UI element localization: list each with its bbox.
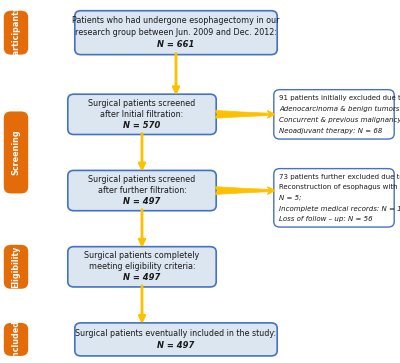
Text: 91 patients initially excluded due to:: 91 patients initially excluded due to:: [279, 95, 400, 101]
FancyBboxPatch shape: [75, 11, 277, 54]
Text: Surgical patients screened: Surgical patients screened: [88, 99, 196, 108]
Text: Screening: Screening: [12, 130, 20, 175]
Text: Patients who had undergone esophagectomy in our: Patients who had undergone esophagectomy…: [72, 16, 280, 25]
FancyBboxPatch shape: [274, 90, 394, 139]
Text: after Initial filtration:: after Initial filtration:: [100, 110, 184, 119]
Text: N = 497: N = 497: [123, 197, 161, 206]
Text: Participants: Participants: [12, 5, 20, 60]
Text: Loss of follow – up: N = 56: Loss of follow – up: N = 56: [279, 216, 373, 222]
Text: Concurrent & previous malignancy: N = 6;: Concurrent & previous malignancy: N = 6;: [279, 117, 400, 123]
Text: N = 497: N = 497: [157, 341, 195, 350]
Text: N = 570: N = 570: [123, 121, 161, 130]
Text: Reconstruction of esophagus with colon:: Reconstruction of esophagus with colon:: [279, 184, 400, 190]
Text: N = 661: N = 661: [157, 40, 195, 49]
FancyBboxPatch shape: [75, 323, 277, 356]
Text: N = 497: N = 497: [123, 273, 161, 282]
FancyBboxPatch shape: [4, 323, 28, 356]
FancyBboxPatch shape: [68, 94, 216, 134]
Text: Included: Included: [12, 320, 20, 359]
Text: Neoadjuvant therapy: N = 68: Neoadjuvant therapy: N = 68: [279, 128, 382, 134]
FancyBboxPatch shape: [4, 245, 28, 289]
FancyBboxPatch shape: [4, 11, 28, 54]
Text: 73 patients further excluded due to:: 73 patients further excluded due to:: [279, 174, 400, 180]
FancyBboxPatch shape: [4, 111, 28, 193]
FancyBboxPatch shape: [68, 247, 216, 287]
FancyBboxPatch shape: [68, 171, 216, 211]
Text: after further filtration:: after further filtration:: [98, 186, 186, 195]
Text: Surgical patients eventually included in the study:: Surgical patients eventually included in…: [76, 329, 276, 338]
Text: Incomplete medical records: N = 12;: Incomplete medical records: N = 12;: [279, 205, 400, 212]
Text: research group between Jun. 2009 and Dec. 2012:: research group between Jun. 2009 and Dec…: [75, 28, 277, 37]
Text: Adenocarcinoma & benign tumors: N = 17;: Adenocarcinoma & benign tumors: N = 17;: [279, 106, 400, 112]
Text: Surgical patients screened: Surgical patients screened: [88, 175, 196, 184]
FancyBboxPatch shape: [274, 168, 394, 227]
Text: meeting eligibility criteria:: meeting eligibility criteria:: [89, 262, 195, 271]
Text: Eligibility: Eligibility: [12, 246, 20, 288]
Text: Surgical patients completely: Surgical patients completely: [84, 252, 200, 260]
Text: N = 5;: N = 5;: [279, 195, 302, 201]
